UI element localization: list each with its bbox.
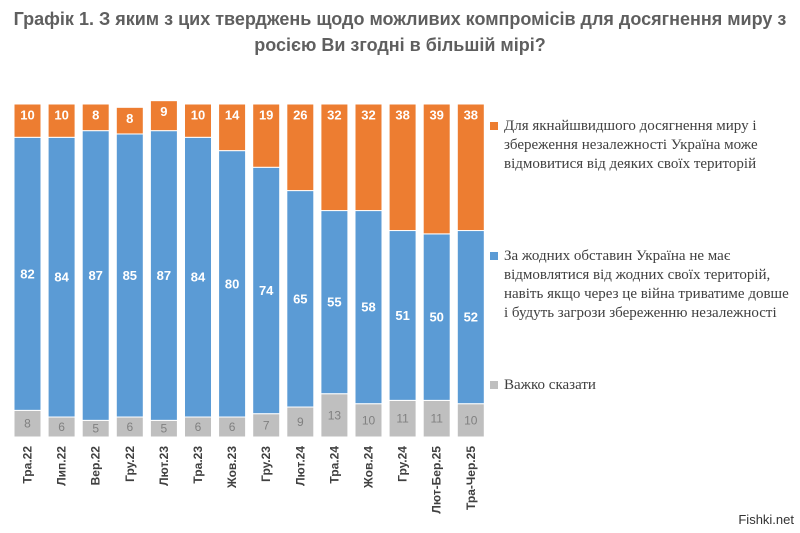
x-tick-label: Жов.23 <box>225 446 239 489</box>
data-label: 6 <box>229 420 236 434</box>
data-label: 39 <box>429 108 443 123</box>
legend-label-concede: Для якнайшвидшого досягнення миру і збер… <box>504 118 758 172</box>
bar-segment <box>47 103 76 138</box>
x-tick-label: Тра-Чер.25 <box>464 446 478 510</box>
bar-segment <box>13 103 42 138</box>
data-label: 55 <box>327 295 341 310</box>
bar-segment <box>354 103 383 212</box>
data-label: 84 <box>191 270 206 285</box>
data-label: 52 <box>464 310 478 325</box>
bar-segment <box>388 230 417 401</box>
bar-segment <box>320 393 349 438</box>
data-label: 10 <box>362 413 376 427</box>
legend-swatch-hard-to-say <box>490 381 498 389</box>
data-label: 6 <box>195 420 202 434</box>
bar-segment <box>388 103 417 232</box>
x-tick-label: Жов.24 <box>362 446 376 489</box>
bar-segment <box>149 100 178 132</box>
bar-segment <box>354 403 383 438</box>
bar-segment <box>81 103 110 132</box>
bar-segment <box>456 103 485 232</box>
data-label: 8 <box>92 108 99 123</box>
data-label: 38 <box>395 108 409 123</box>
bar-segment <box>184 103 212 138</box>
data-label: 82 <box>20 266 34 281</box>
legend-swatch-concede <box>490 122 498 130</box>
data-label: 11 <box>430 412 443 426</box>
bar-segment <box>149 130 178 421</box>
x-tick-label: Вер.22 <box>89 446 103 486</box>
bar-segment <box>13 136 42 411</box>
bar-segment <box>456 403 485 438</box>
x-tick-label: Гру.23 <box>259 446 273 482</box>
bar-segment <box>388 399 417 438</box>
legend-label-hard-to-say: Важко сказати <box>504 377 596 393</box>
legend-item-hard-to-say: Важко сказати <box>490 376 790 395</box>
data-label: 11 <box>396 412 409 426</box>
x-tick-label: Тра.22 <box>21 446 35 484</box>
data-label: 51 <box>395 308 409 323</box>
data-label: 5 <box>92 422 99 436</box>
x-tick-label: Гру.24 <box>396 446 410 482</box>
data-label: 8 <box>24 417 31 431</box>
x-tick-label: Гру.22 <box>123 446 137 482</box>
data-label: 87 <box>88 268 102 283</box>
data-label: 9 <box>297 415 304 429</box>
data-label: 74 <box>259 283 274 298</box>
data-label: 7 <box>263 418 270 432</box>
x-tick-label: Лют-Бер.25 <box>430 446 444 514</box>
watermark: Fishki.net <box>738 512 794 527</box>
data-label: 85 <box>123 268 137 283</box>
data-label: 10 <box>191 108 205 123</box>
data-label: 50 <box>429 310 443 325</box>
bar-segment <box>218 150 247 418</box>
bar-segment <box>456 230 485 405</box>
data-label: 87 <box>157 268 171 283</box>
data-label: 8 <box>126 111 133 126</box>
legend-item-concede: Для якнайшвидшого досягнення миру і збер… <box>490 117 790 174</box>
x-tick-label: Лют.24 <box>293 446 307 486</box>
data-label: 13 <box>328 408 342 422</box>
bar-segment <box>422 233 451 401</box>
data-label: 84 <box>54 270 69 285</box>
legend-swatch-never <box>490 252 498 260</box>
data-label: 58 <box>361 300 375 315</box>
x-tick-label: Тра.23 <box>191 446 205 484</box>
bar-segment <box>218 103 247 152</box>
data-label: 5 <box>161 422 168 436</box>
legend-label-never: За жодних обставин Україна не має відмов… <box>504 248 789 321</box>
x-tick-label: Лип.22 <box>55 446 69 486</box>
data-label: 19 <box>259 108 273 123</box>
data-label: 65 <box>293 291 307 306</box>
data-label: 32 <box>361 108 375 123</box>
data-label: 38 <box>464 108 478 123</box>
bar-segment <box>286 103 315 192</box>
data-label: 32 <box>327 108 341 123</box>
bar-segment <box>115 106 144 135</box>
x-tick-label: Тра.24 <box>327 446 341 484</box>
bar-segment <box>422 103 451 235</box>
bar-segment <box>13 409 42 438</box>
x-tick-label: Лют.23 <box>157 446 171 486</box>
data-label: 9 <box>160 104 167 119</box>
legend-item-never: За жодних обставин Україна не має відмов… <box>490 247 790 323</box>
bar-segment <box>320 103 349 212</box>
bar-segment <box>354 210 383 405</box>
bar-segment <box>184 136 212 418</box>
data-label: 10 <box>464 413 478 427</box>
data-label: 26 <box>293 108 307 123</box>
data-label: 10 <box>54 108 68 123</box>
bar-segment <box>115 133 144 418</box>
data-label: 80 <box>225 276 239 291</box>
data-label: 6 <box>126 420 133 434</box>
data-label: 14 <box>225 108 240 123</box>
bar-segment <box>252 103 281 168</box>
bar-segment <box>252 166 281 415</box>
bar-segment <box>320 210 349 395</box>
chart-title: Графік 1. З яким з цих тверджень щодо мо… <box>13 9 787 55</box>
data-label: 10 <box>20 108 34 123</box>
data-label: 6 <box>58 420 65 434</box>
